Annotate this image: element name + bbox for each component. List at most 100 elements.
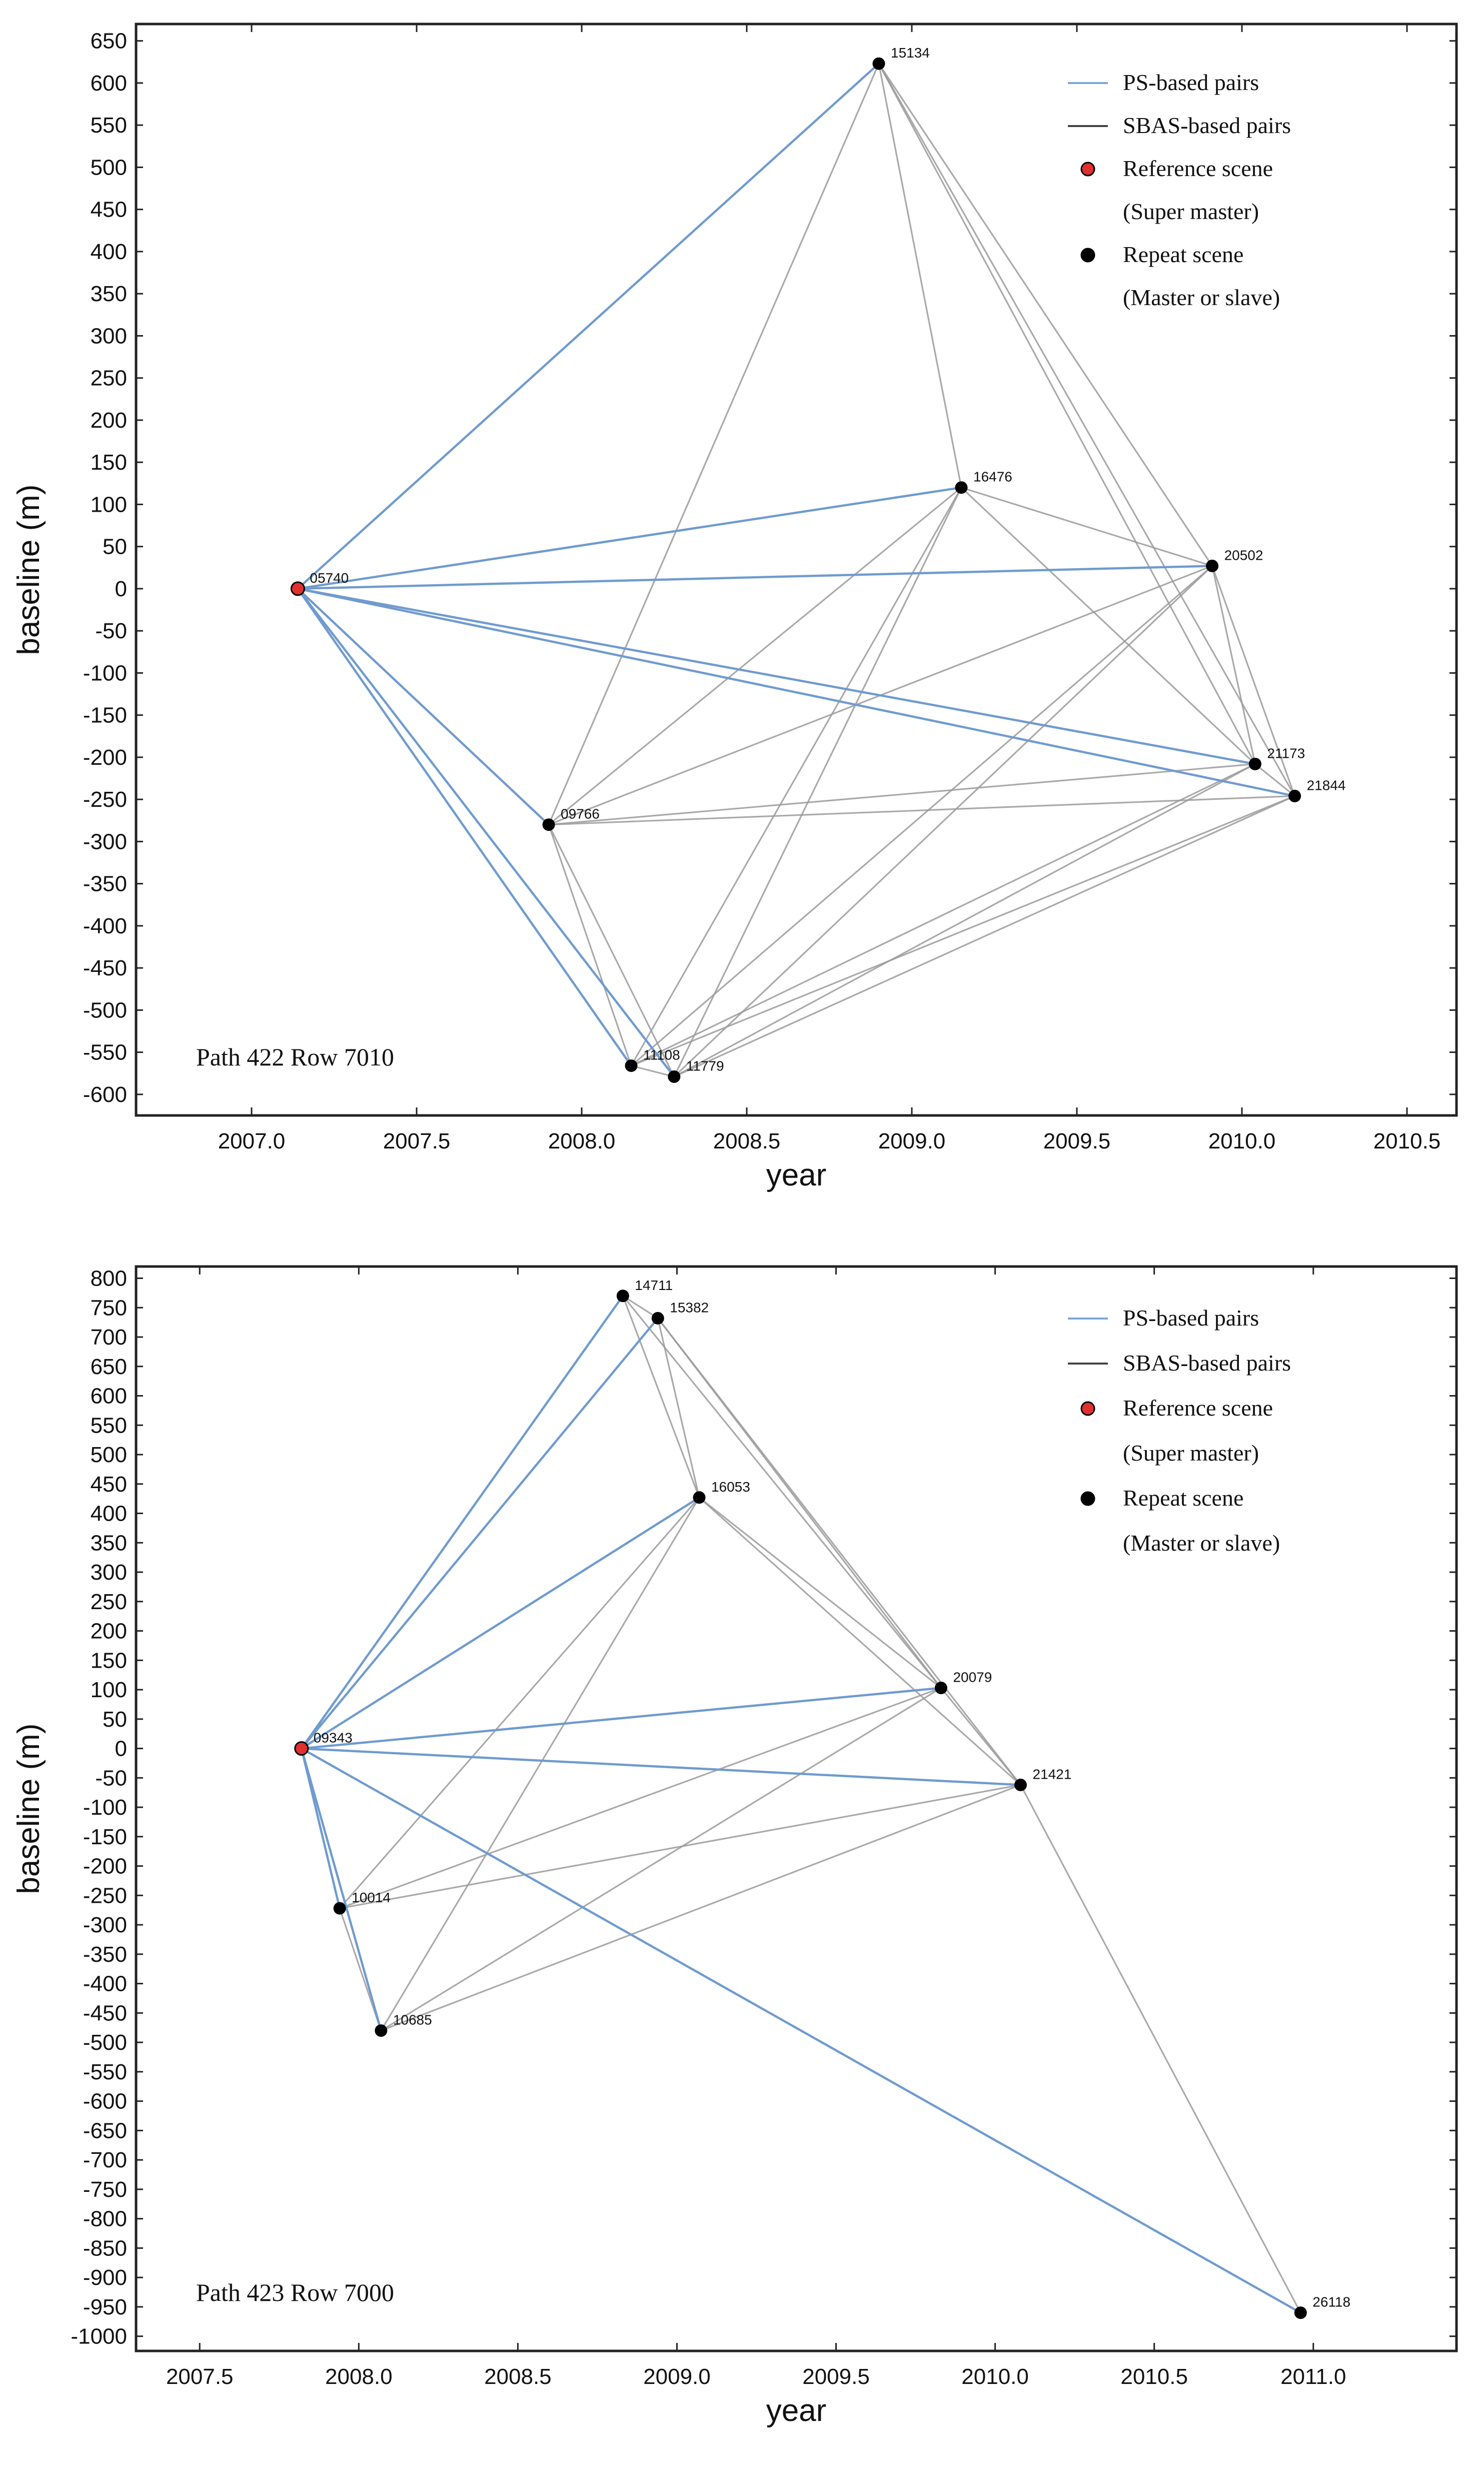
y-tick-label: 600 — [91, 71, 127, 96]
y-tick-label: -500 — [83, 998, 127, 1022]
x-tick-label: 2008.5 — [713, 1129, 781, 1153]
ps-pair-line — [301, 1747, 1301, 2314]
scene-label: 16053 — [711, 1479, 750, 1495]
legend-label: (Master or slave) — [1123, 285, 1280, 310]
ps-pair-line — [298, 486, 962, 590]
y-tick-label: 650 — [91, 29, 127, 54]
y-tick-label: -850 — [83, 2236, 127, 2260]
scene-label: 15382 — [670, 1300, 709, 1315]
sbas-pair-line — [622, 1295, 659, 1319]
y-tick-label: -500 — [83, 2030, 127, 2055]
y-tick-label: -950 — [83, 2295, 127, 2319]
y-tick-label: 750 — [91, 1296, 127, 1320]
repeat-scene-point — [668, 1070, 681, 1083]
sbas-pair-line — [878, 63, 1213, 567]
y-tick-label: -400 — [83, 914, 127, 938]
x-axis-title: year — [766, 2393, 827, 2428]
panel-path-423-row-7000: 8007507006506005505004504003503002502001… — [12, 1265, 1458, 2428]
plot-frame — [135, 23, 1458, 1117]
y-tick-label: 550 — [91, 113, 127, 138]
sbas-pair-line — [1254, 763, 1295, 797]
y-tick-label: -200 — [83, 1854, 127, 1879]
sbas-pair-line — [380, 1497, 700, 2031]
sbas-pair-line — [339, 1497, 700, 1909]
x-tick-label: 2010.0 — [961, 2364, 1029, 2389]
y-tick-label: 650 — [91, 1355, 127, 1379]
y-axis-title: baseline (m) — [12, 484, 46, 655]
path-row-label: Path 423 Row 7000 — [196, 2278, 394, 2306]
y-tick-label: -450 — [83, 2001, 127, 2025]
legend-marker-swatch — [1080, 1491, 1095, 1506]
plot-frame — [135, 1265, 1458, 2352]
repeat-scene-point — [333, 1902, 346, 1915]
ps-pair-line — [301, 1496, 700, 1750]
repeat-scene-point — [616, 1290, 629, 1303]
scene-label: 20502 — [1224, 547, 1263, 563]
y-tick-label: -250 — [83, 1883, 127, 1908]
sbas-pair-line — [622, 1295, 942, 1689]
sbas-pair-line — [381, 1784, 1021, 2032]
legend-label: (Super master) — [1123, 1440, 1259, 1466]
x-tick-label: 2009.5 — [1043, 1129, 1111, 1153]
sbas-pair-line — [622, 1296, 700, 1498]
sbas-pair-line — [548, 795, 1295, 826]
sbas-pair-line — [657, 1318, 700, 1498]
x-tick-label: 2011.0 — [1280, 2364, 1346, 2389]
y-tick-label: 500 — [91, 155, 127, 180]
sbas-pair-line — [878, 63, 1295, 797]
scene-label: 11108 — [643, 1047, 680, 1063]
legend-label: PS-based pairs — [1123, 70, 1259, 95]
y-tick-label: 600 — [91, 1384, 127, 1409]
ps-pair-line — [297, 588, 632, 1066]
legend-label: (Master or slave) — [1123, 1530, 1280, 1556]
y-tick-label: 250 — [91, 366, 127, 391]
y-tick-label: -450 — [83, 956, 127, 980]
legend-label: Repeat scene — [1123, 1485, 1243, 1511]
sbas-pair-line — [630, 487, 962, 1066]
x-tick-label: 2007.0 — [218, 1129, 286, 1153]
x-tick-label: 2008.0 — [325, 2364, 393, 2389]
y-tick-label: 100 — [91, 1678, 127, 1702]
scene-label: 10014 — [352, 1890, 391, 1905]
x-axis-title: year — [766, 1158, 827, 1192]
ps-pair-line — [297, 588, 675, 1077]
y-tick-label: -150 — [83, 1825, 127, 1849]
y-tick-label: -350 — [83, 872, 127, 896]
repeat-scene-point — [1294, 2306, 1307, 2319]
sbas-pair-line — [631, 1065, 675, 1078]
sbas-pair-line — [878, 63, 1256, 765]
x-tick-label: 2010.0 — [1208, 1129, 1276, 1153]
scene-label: 16476 — [973, 469, 1012, 485]
sbas-pair-line — [878, 63, 962, 488]
y-tick-label: 50 — [103, 1707, 127, 1732]
y-tick-label: 0 — [115, 1737, 127, 1761]
y-tick-label: 200 — [91, 408, 127, 433]
y-tick-label: -600 — [83, 2089, 127, 2114]
repeat-scene-point — [693, 1491, 706, 1504]
y-tick-label: 550 — [91, 1413, 127, 1438]
y-tick-label: 350 — [91, 282, 127, 306]
sbas-pair-line — [673, 565, 1213, 1077]
y-axis-title: baseline (m) — [12, 1723, 46, 1894]
sbas-pair-line — [548, 824, 632, 1066]
x-tick-label: 2008.5 — [484, 2364, 552, 2389]
legend-label: SBAS-based pairs — [1123, 113, 1291, 138]
sbas-pair-line — [673, 487, 962, 1077]
legend-marker-swatch — [1080, 248, 1095, 263]
legend-label: Reference scene — [1123, 1395, 1273, 1421]
y-tick-label: -650 — [83, 2118, 127, 2143]
x-tick-label: 2009.5 — [802, 2364, 870, 2389]
x-tick-label: 2007.5 — [383, 1129, 451, 1153]
ps-pair-line — [297, 587, 1295, 797]
scene-label: 11779 — [686, 1058, 724, 1073]
repeat-scene-point — [1248, 757, 1261, 770]
y-tick-label: 150 — [91, 1648, 127, 1673]
y-tick-label: -600 — [83, 1082, 127, 1107]
y-tick-label: 300 — [91, 1560, 127, 1585]
path-row-label: Path 422 Row 7010 — [196, 1043, 394, 1071]
legend-label: Repeat scene — [1123, 242, 1243, 267]
reference-scene-point — [294, 1741, 309, 1756]
scene-label: 14711 — [635, 1278, 673, 1293]
y-tick-label: 100 — [91, 492, 127, 517]
